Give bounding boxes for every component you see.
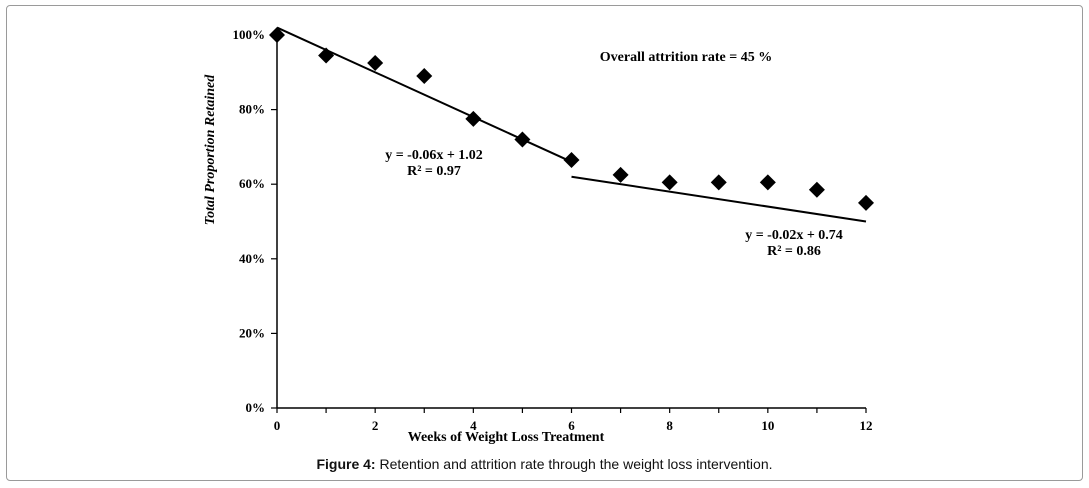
data-point-diamond [465,110,482,127]
x-tick-label: 6 [568,418,575,433]
attrition-annotation: Overall attrition rate = 45 % [600,50,772,65]
x-tick-label: 12 [860,418,873,433]
data-point-diamond [318,47,335,64]
x-tick-label: 10 [761,418,774,433]
y-tick-label: 60% [239,176,265,191]
data-points [269,27,874,211]
chart-axes: 0% 20% 40% 60% 80% 100% 0 2 4 6 8 10 12 [233,27,873,433]
trend1-equation: y = -0.06x + 1.02 [385,148,483,163]
trendlines [276,26,867,223]
x-tick-label: 8 [666,418,673,433]
trend2-equation: y = -0.02x + 0.74 [745,228,843,243]
trend2-r2: R² = 0.86 [767,244,821,259]
y-tick-label: 80% [239,102,265,117]
figure-frame [6,5,1083,481]
data-point-diamond [858,194,874,211]
data-point-diamond [269,27,285,43]
data-point-diamond [514,131,531,148]
trend1-r2: R² = 0.97 [407,164,461,179]
caption-label: Figure 4: [316,456,376,472]
y-tick-label: 100% [233,27,266,42]
data-point-diamond [612,166,629,183]
data-point-diamond [563,151,580,168]
data-point-diamond [416,68,433,85]
y-tick-label: 20% [239,325,265,340]
y-tick-label: 40% [239,251,265,266]
data-point-diamond [710,174,727,191]
caption-text: Retention and attrition rate through the… [375,456,773,472]
y-tick-label: 0% [246,400,266,415]
trendline-2 [571,175,867,223]
x-axis-title: Weeks of Weight Loss Treatment [408,430,605,445]
x-tick-label: 2 [372,418,379,433]
x-tick-label: 0 [274,418,281,433]
data-point-diamond [808,181,825,198]
data-point-diamond [759,174,776,191]
chart-labels: Weeks of Weight Loss Treatment Total Pro… [203,50,843,445]
figure-caption: Figure 4: Retention and attrition rate t… [0,456,1089,472]
data-point-diamond [661,174,678,191]
y-axis-title: Total Proportion Retained [203,74,218,225]
x-tick-label: 4 [470,418,477,433]
data-point-diamond [367,54,384,71]
